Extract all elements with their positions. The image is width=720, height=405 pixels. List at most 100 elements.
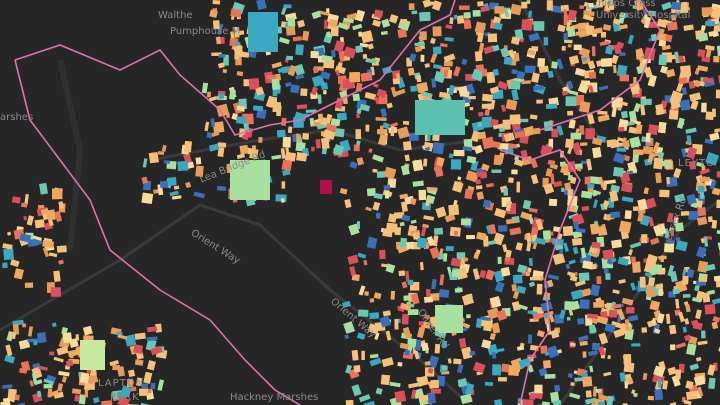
building [579,299,590,309]
building [673,217,679,225]
building [611,239,622,249]
building [618,278,626,284]
building [568,213,579,220]
building [58,259,64,265]
building [533,21,545,31]
building [248,78,260,90]
building [472,268,480,280]
building [683,301,689,306]
building [217,23,224,35]
building [453,199,458,207]
building [379,315,392,328]
building [183,140,192,153]
building [208,143,220,152]
building [486,71,496,84]
building [466,234,475,240]
building [78,394,87,405]
building [492,16,502,25]
building [609,190,619,202]
building [641,234,648,244]
building [478,111,484,117]
building [401,19,408,24]
building [432,142,445,155]
building [427,132,431,141]
building [296,104,308,110]
building [349,72,361,83]
building [567,110,574,116]
building [402,326,412,339]
building [568,119,576,129]
building [274,73,281,81]
building [409,197,417,206]
building [574,67,586,77]
building [675,81,684,93]
building [42,240,55,249]
building [633,149,644,156]
building [375,212,381,219]
building [498,377,507,382]
building [407,279,414,286]
building [330,118,341,127]
building [640,104,646,116]
building [600,31,607,38]
building [265,95,275,108]
building [195,157,202,165]
building [497,256,502,264]
building [637,212,644,222]
building [516,70,526,80]
building [686,146,698,160]
building [516,143,520,148]
building [619,100,628,107]
building [442,365,448,371]
building [116,331,123,336]
building [661,1,673,11]
building [405,270,410,282]
building [456,15,465,25]
building [713,56,720,63]
building [573,44,582,51]
building [626,306,635,314]
building [527,310,538,315]
building [368,148,373,154]
building [453,358,462,365]
building [579,340,588,346]
building [606,395,614,405]
building [461,58,468,65]
building [493,154,502,166]
building [177,160,189,172]
building [488,240,496,246]
building [652,141,660,154]
building [574,279,586,287]
building [548,138,554,149]
building [400,201,408,212]
building [385,222,398,233]
building [336,62,343,71]
building [335,69,340,76]
place-label: hipps Cross [598,0,656,9]
building [557,24,566,33]
building [642,372,648,381]
building [596,276,602,284]
building [520,211,531,220]
building [142,158,148,168]
building [619,372,626,382]
building [416,377,428,382]
building [394,390,407,403]
building [447,358,452,364]
building [597,226,605,236]
building [701,7,713,16]
building [280,6,287,15]
building [150,382,156,390]
building [533,85,545,91]
building [631,389,636,395]
building [454,230,458,236]
building [633,206,640,211]
building [648,216,655,227]
building [325,113,333,124]
building [206,131,213,139]
building [161,144,167,152]
building [372,19,382,28]
building [13,268,24,280]
building [141,176,148,184]
